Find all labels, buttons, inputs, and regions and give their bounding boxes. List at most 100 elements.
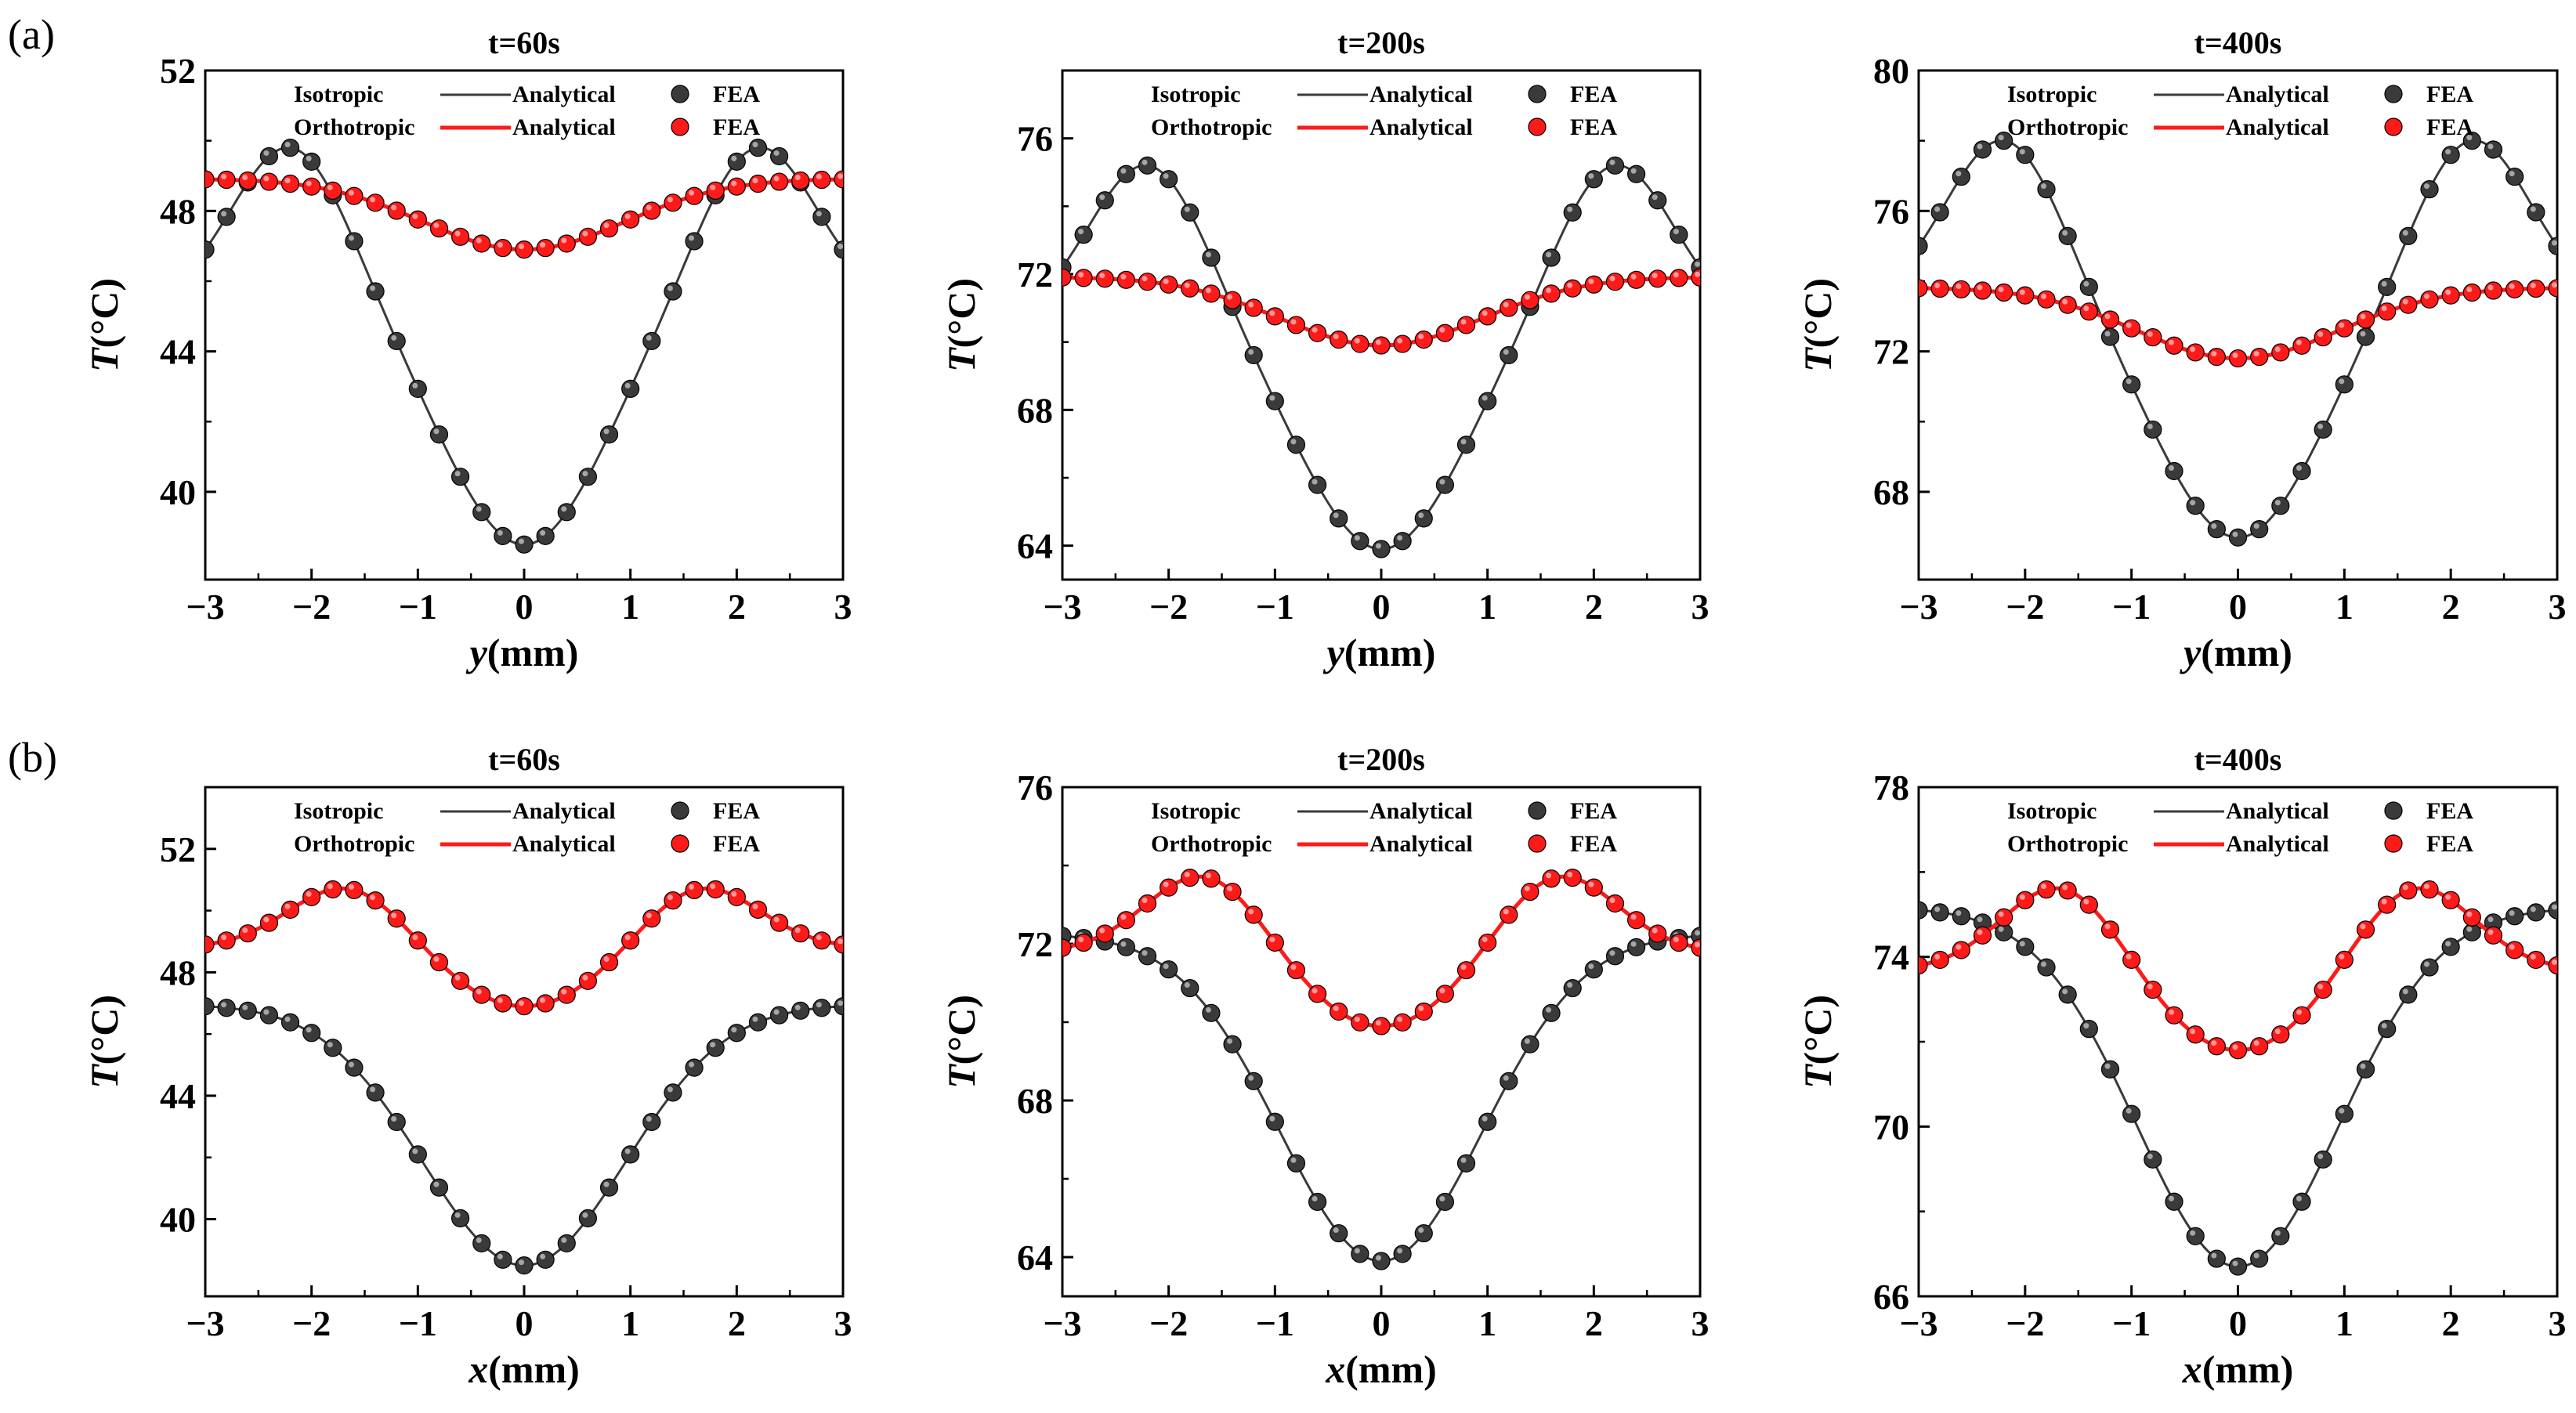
fea-marker-highlight-orthotropic <box>1184 282 1190 288</box>
fea-marker-highlight-orthotropic <box>1460 319 1467 325</box>
fea-marker-orthotropic <box>2165 1006 2183 1025</box>
fea-marker-isotropic <box>2527 903 2545 922</box>
x-tick-label: −3 <box>1043 1303 1081 1343</box>
fea-marker-orthotropic <box>1244 905 1263 924</box>
fea-marker-orthotropic <box>259 913 278 932</box>
fea-marker-highlight-orthotropic <box>2062 884 2068 891</box>
x-axis-label: x(mm) <box>2182 1347 2294 1391</box>
fea-marker-isotropic <box>578 468 598 486</box>
fea-marker-isotropic <box>366 282 385 301</box>
fea-marker-highlight-orthotropic <box>816 174 822 180</box>
fea-marker-orthotropic <box>664 891 682 910</box>
fea-marker-isotropic <box>515 535 534 554</box>
fea-marker-orthotropic <box>2207 348 2226 367</box>
fea-marker-highlight-orthotropic <box>2104 313 2111 320</box>
fea-marker-highlight-orthotropic <box>1956 944 1962 950</box>
fea-marker-orthotropic <box>1202 284 1221 303</box>
fea-marker-highlight-isotropic <box>1184 206 1190 212</box>
fea-marker-isotropic <box>2441 938 2460 956</box>
fea-marker-highlight-orthotropic <box>221 934 227 941</box>
fea-marker-highlight-isotropic <box>1354 535 1360 541</box>
fea-marker-highlight-orthotropic <box>624 934 631 941</box>
fea-marker-highlight-isotropic <box>561 1237 567 1243</box>
legend-fea-orthotropic: FEA <box>713 831 760 857</box>
fea-marker-orthotropic <box>1919 956 1928 975</box>
x-tick-label: −3 <box>1899 587 1937 627</box>
fea-marker-highlight-isotropic <box>1184 982 1190 988</box>
y-tick-label: 76 <box>1873 191 1909 231</box>
fea-marker-orthotropic <box>1138 273 1157 291</box>
fea-marker-highlight-orthotropic <box>2552 282 2557 288</box>
fea-marker-isotropic <box>2228 528 2248 547</box>
fea-marker-isotropic <box>599 1178 619 1197</box>
fea-marker-isotropic <box>1435 475 1455 494</box>
fea-marker-isotropic <box>1414 1223 1433 1243</box>
fea-marker-isotropic <box>2399 985 2418 1004</box>
fea-marker-highlight-isotropic <box>2360 331 2366 337</box>
fea-marker-orthotropic <box>1308 323 1327 342</box>
fea-marker-orthotropic <box>1605 273 1625 291</box>
fea-marker-orthotropic <box>366 193 385 212</box>
fea-marker-isotropic <box>2356 327 2375 346</box>
fea-marker-highlight-orthotropic <box>2487 929 2494 935</box>
legend-fea-isotropic: FEA <box>1570 798 1617 824</box>
fea-marker-isotropic <box>217 999 236 1017</box>
fea-marker-highlight-orthotropic <box>689 190 695 196</box>
x-tick-label: 0 <box>2229 587 2247 627</box>
fea-marker-orthotropic <box>217 931 236 950</box>
fea-marker-highlight-orthotropic <box>1312 327 1318 333</box>
fea-marker-highlight-orthotropic <box>838 938 843 945</box>
fea-marker-isotropic <box>515 1256 534 1275</box>
legend: Isotropic Analytical FEA Orthotropic Analyti… <box>294 81 760 140</box>
fea-marker-isotropic <box>345 232 364 251</box>
fea-marker-highlight-isotropic <box>2339 1108 2345 1114</box>
fea-marker-highlight-orthotropic <box>242 927 248 934</box>
fea-marker-isotropic <box>1202 248 1221 267</box>
fea-marker-orthotropic <box>1435 323 1455 342</box>
fea-marker-isotropic <box>1116 164 1136 183</box>
fea-marker-orthotropic <box>2420 880 2439 899</box>
fea-marker-highlight-orthotropic <box>561 237 567 244</box>
fea-marker-highlight-isotropic <box>1269 1115 1275 1122</box>
fea-marker-orthotropic <box>2484 926 2503 945</box>
fea-marker-highlight-isotropic <box>1567 206 1573 212</box>
fea-marker-highlight-isotropic <box>667 285 673 291</box>
fea-marker-orthotropic <box>1095 924 1114 943</box>
legend-analytical-isotropic: Analytical <box>1369 798 1473 824</box>
fea-marker-orthotropic <box>324 181 342 200</box>
fea-marker-isotropic <box>494 526 512 545</box>
fea-marker-highlight-orthotropic <box>1397 338 1403 344</box>
fea-marker-isotropic <box>1952 168 1970 186</box>
fea-marker-isotropic <box>834 997 843 1016</box>
fea-marker-orthotropic <box>2165 336 2183 355</box>
legend-marker-orthotropic <box>1528 834 1547 853</box>
fea-marker-orthotropic <box>1584 275 1603 294</box>
fea-marker-highlight-isotropic <box>1630 168 1637 174</box>
fea-marker-highlight-orthotropic <box>519 244 524 250</box>
fea-marker-orthotropic <box>1478 307 1497 326</box>
fea-marker-highlight-isotropic <box>561 506 567 512</box>
fea-marker-orthotropic <box>578 227 598 246</box>
fea-marker-orthotropic <box>1351 1013 1369 1032</box>
fea-marker-orthotropic <box>812 170 831 190</box>
fea-marker-orthotropic <box>387 201 406 220</box>
y-tick-label: 80 <box>1873 51 1909 91</box>
fea-marker-highlight-isotropic <box>2211 523 2217 529</box>
fea-marker-orthotropic <box>515 240 534 259</box>
analytical-line-orthotropic <box>1919 286 2557 361</box>
fea-marker-isotropic <box>1393 1245 1412 1263</box>
fea-marker-highlight-isotropic <box>2147 1153 2153 1159</box>
fea-marker-highlight-orthotropic <box>391 204 397 211</box>
fea-marker-highlight-isotropic <box>731 155 737 161</box>
fea-marker-highlight-orthotropic <box>306 180 312 186</box>
fea-marker-highlight-isotropic <box>370 285 376 291</box>
fea-marker-highlight-orthotropic <box>2445 289 2451 295</box>
y-tick-label: 72 <box>1873 332 1909 372</box>
fea-marker-orthotropic <box>557 234 576 253</box>
fea-marker-orthotropic <box>1670 933 1688 952</box>
fea-marker-highlight-orthotropic <box>540 997 546 1003</box>
fea-marker-highlight-orthotropic <box>284 903 291 909</box>
y-tick-label: 76 <box>1017 119 1053 159</box>
fea-marker-highlight-orthotropic <box>1998 286 2004 292</box>
fea-marker-highlight-isotropic <box>2445 941 2451 947</box>
